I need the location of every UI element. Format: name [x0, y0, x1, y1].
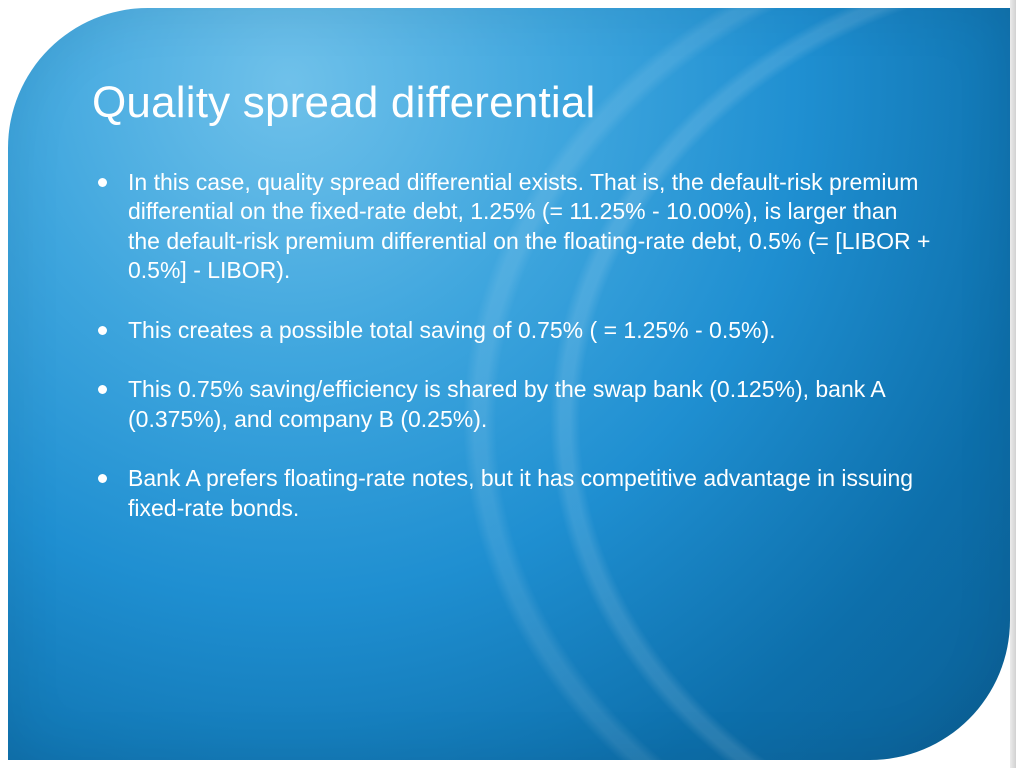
slide: Quality spread differential In this case…: [0, 0, 1024, 768]
slide-title: Quality spread differential: [92, 78, 932, 128]
bullet-item: Bank A prefers floating-rate notes, but …: [128, 464, 932, 523]
bullet-list: In this case, quality spread differentia…: [92, 168, 932, 523]
slide-content: Quality spread differential In this case…: [0, 0, 1024, 768]
bullet-item: This creates a possible total saving of …: [128, 316, 932, 345]
bullet-item: This 0.75% saving/efficiency is shared b…: [128, 375, 932, 434]
bullet-item: In this case, quality spread differentia…: [128, 168, 932, 286]
